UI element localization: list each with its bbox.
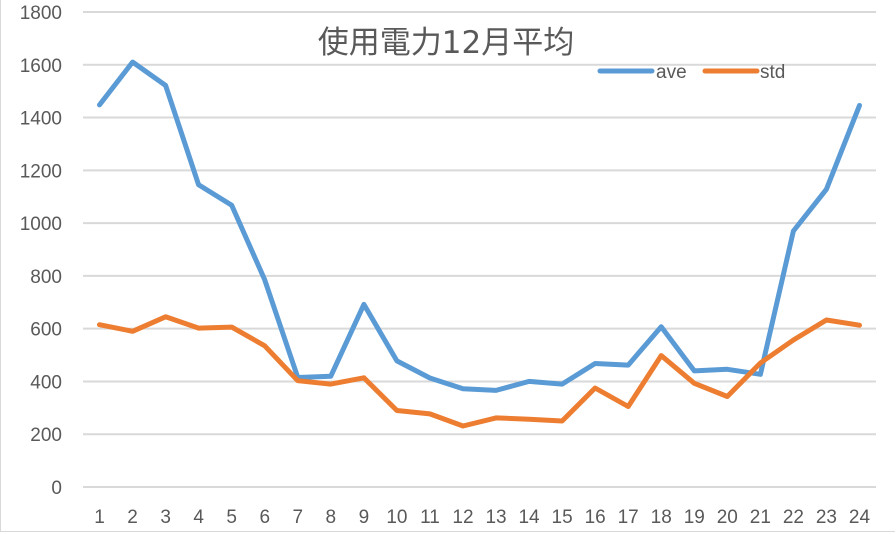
chart-title: 使用電力12月平均 <box>318 25 574 61</box>
x-tick-label: 23 <box>816 507 837 528</box>
legend-ave-label: ave <box>656 62 687 83</box>
y-tick-label: 0 <box>51 478 62 499</box>
x-tick-label: 21 <box>750 507 771 528</box>
y-tick-label: 1800 <box>20 3 62 24</box>
x-tick-label: 19 <box>684 507 705 528</box>
legend-std-label: std <box>760 62 785 83</box>
x-tick-label: 14 <box>518 507 540 528</box>
x-tick-label: 9 <box>359 507 370 528</box>
x-tick-label: 16 <box>585 507 606 528</box>
x-tick-label: 15 <box>552 507 573 528</box>
x-tick-label: 18 <box>651 507 672 528</box>
legend: ave std <box>597 62 785 83</box>
y-axis-tick-labels: 0 200 400 600 800 1000 1200 1400 1600 1800 <box>20 3 62 499</box>
x-tick-label: 4 <box>193 507 204 528</box>
x-tick-label: 12 <box>452 507 473 528</box>
y-tick-label: 400 <box>30 372 62 393</box>
x-tick-label: 17 <box>618 507 639 528</box>
x-tick-label: 2 <box>127 507 138 528</box>
x-tick-label: 13 <box>485 507 506 528</box>
x-tick-label: 6 <box>259 507 270 528</box>
x-tick-label: 24 <box>849 507 871 528</box>
x-tick-label: 20 <box>717 507 738 528</box>
y-tick-label: 800 <box>30 267 62 288</box>
y-tick-label: 200 <box>30 425 62 446</box>
x-tick-label: 22 <box>783 507 804 528</box>
y-tick-label: 600 <box>30 320 62 341</box>
y-tick-label: 1400 <box>20 109 62 130</box>
x-axis-tick-labels: 1 2 3 4 5 6 7 8 9 10 11 12 13 14 15 16 17 18 19 20 21 22 23 24 <box>94 507 870 528</box>
gridlines <box>83 11 876 488</box>
y-tick-label: 1600 <box>20 56 62 77</box>
x-tick-label: 11 <box>420 507 440 528</box>
y-tick-label: 1200 <box>20 161 62 182</box>
x-tick-label: 5 <box>226 507 237 528</box>
x-tick-label: 7 <box>292 507 303 528</box>
x-tick-label: 1 <box>94 507 105 528</box>
x-tick-label: 3 <box>160 507 171 528</box>
x-tick-label: 8 <box>326 507 337 528</box>
y-tick-label: 1000 <box>20 214 62 235</box>
x-tick-label: 10 <box>386 507 407 528</box>
series-line-std <box>97 314 862 429</box>
series-line-ave <box>97 59 862 393</box>
series-lines <box>97 59 862 429</box>
